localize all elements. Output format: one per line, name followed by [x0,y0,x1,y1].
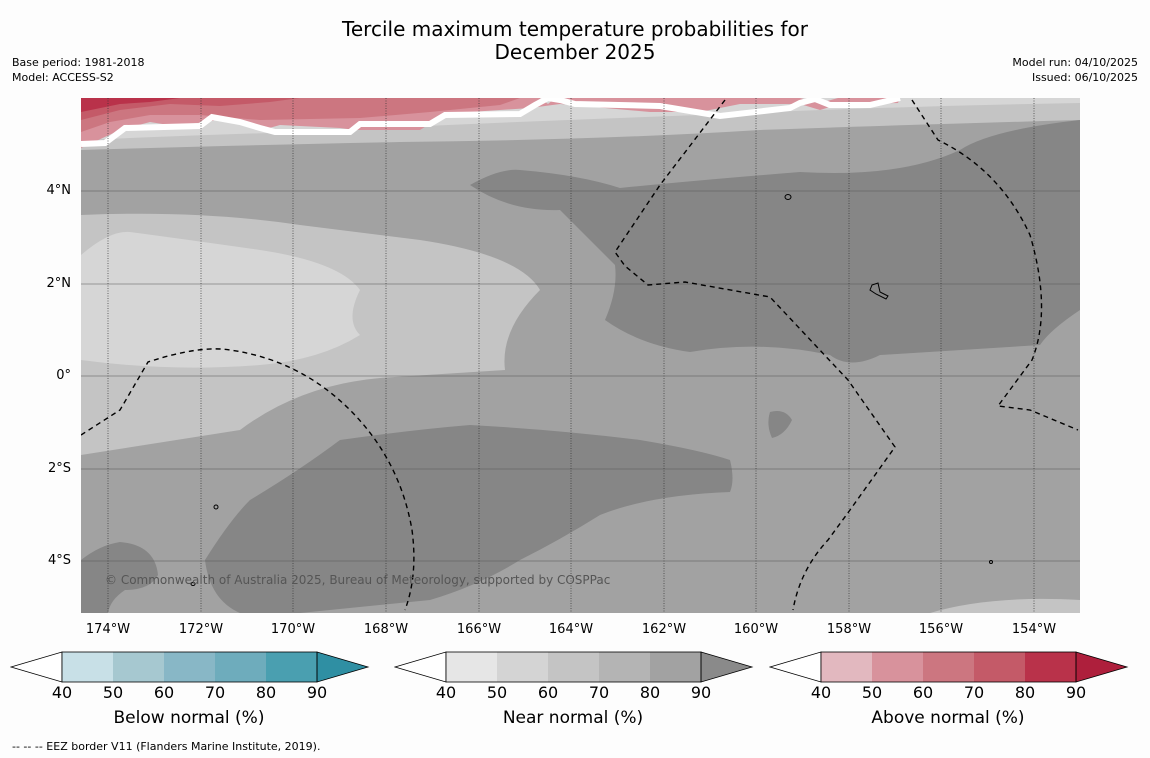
near-normal-60-region [81,231,360,368]
below-bin-80-90 [266,652,317,682]
lat-label-0: 0° [56,368,71,383]
below-bin-60-70 [164,652,215,682]
below-bin-70-80 [215,652,266,682]
lat-label-2s: 2°S [47,461,71,476]
above-tick-90: 90 [1065,683,1087,702]
above-tick-40: 40 [810,683,832,702]
near-tick-60: 60 [537,683,559,702]
eez-footnote: -- -- -- EEZ border V11 (Flanders Marine… [12,740,321,753]
colorbar-below-normal [10,651,370,683]
lon-label-174w: 174°W [85,622,131,637]
above-bin-50-60 [872,652,923,682]
above-normal-60-region [81,98,520,132]
near-bin-70-80 [599,652,650,682]
near-tick-90: 90 [690,683,712,702]
lon-label-162w: 162°W [641,622,687,637]
lon-label-160w: 160°W [733,622,779,637]
lon-label-158w: 158°W [826,622,872,637]
lon-label-170w: 170°W [270,622,316,637]
lon-label-164w: 164°W [548,622,594,637]
near-normal-70-region-se [930,598,1080,613]
below-bin-40-50 [62,652,113,682]
lat-label-4s: 4°S [47,553,71,568]
title-line-2: December 2025 [494,40,656,64]
colorbar-near-normal [394,651,754,683]
near-extend-high [700,651,754,683]
below-normal-title: Below normal (%) [113,708,265,728]
run-info: Model run: 04/10/2025 Issued: 06/10/2025 [1012,55,1138,85]
below-tick-60: 60 [153,683,175,702]
above-normal-70-region [81,98,300,120]
grid-lines [81,190,1080,562]
above-extend-high [1075,651,1129,683]
below-bin-50-60 [113,652,164,682]
near-tick-80: 80 [639,683,661,702]
lat-label-2n: 2°N [46,276,72,291]
below-extend-high [316,651,370,683]
lon-label-168w: 168°W [363,622,409,637]
map-title: Tercile maximum temperature probabilitie… [0,18,1150,64]
near-bin-60-70 [548,652,599,682]
above-bin-60-70 [923,652,974,682]
title-line-1: Tercile maximum temperature probabilitie… [342,17,808,41]
above-bin-40-50 [821,652,872,682]
above-tick-50: 50 [861,683,883,702]
near-normal-title: Near normal (%) [502,708,644,728]
above-tick-80: 80 [1014,683,1036,702]
above-bin-80-90 [1025,652,1076,682]
near-tick-70: 70 [588,683,610,702]
no-data-strip [81,98,901,147]
lon-label-154w: 154°W [1011,622,1057,637]
model-name: Model: ACCESS-S2 [12,71,114,84]
near-normal-90-spot [768,411,792,438]
above-normal-80-region [81,98,180,112]
near-normal-90-region-north [470,120,1080,363]
base-period: Base period: 1981-2018 [12,56,145,69]
below-extend-low [10,651,63,683]
below-tick-50: 50 [102,683,124,702]
above-extend-low [769,651,822,683]
issued-date: Issued: 06/10/2025 [1031,71,1138,84]
eez-borders [81,99,1079,611]
above-bin-70-80 [974,652,1025,682]
near-normal-90-region-sw [81,542,158,613]
lon-label-172w: 172°W [178,622,224,637]
below-tick-40: 40 [51,683,73,702]
copyright-notice: © Commonwealth of Australia 2025, Bureau… [105,573,611,587]
colorbar-above-normal [769,651,1129,683]
near-tick-50: 50 [486,683,508,702]
below-tick-70: 70 [204,683,226,702]
lon-label-166w: 166°W [456,622,502,637]
meridian-lines [107,98,1035,613]
model-info: Base period: 1981-2018 Model: ACCESS-S2 [12,55,144,85]
below-tick-80: 80 [255,683,277,702]
near-bin-40-50 [446,652,497,682]
lon-label-156w: 156°W [918,622,964,637]
near-tick-40: 40 [435,683,457,702]
near-extend-low [394,651,447,683]
islands [190,194,993,586]
near-bin-50-60 [497,652,548,682]
near-bin-80-90 [650,652,701,682]
above-tick-70: 70 [963,683,985,702]
lat-label-4n: 4°N [46,183,72,198]
near-normal-90-region-south [205,425,733,613]
model-run: Model run: 04/10/2025 [1012,56,1138,69]
above-normal-title: Above normal (%) [871,708,1025,728]
above-tick-60: 60 [912,683,934,702]
below-tick-90: 90 [306,683,328,702]
